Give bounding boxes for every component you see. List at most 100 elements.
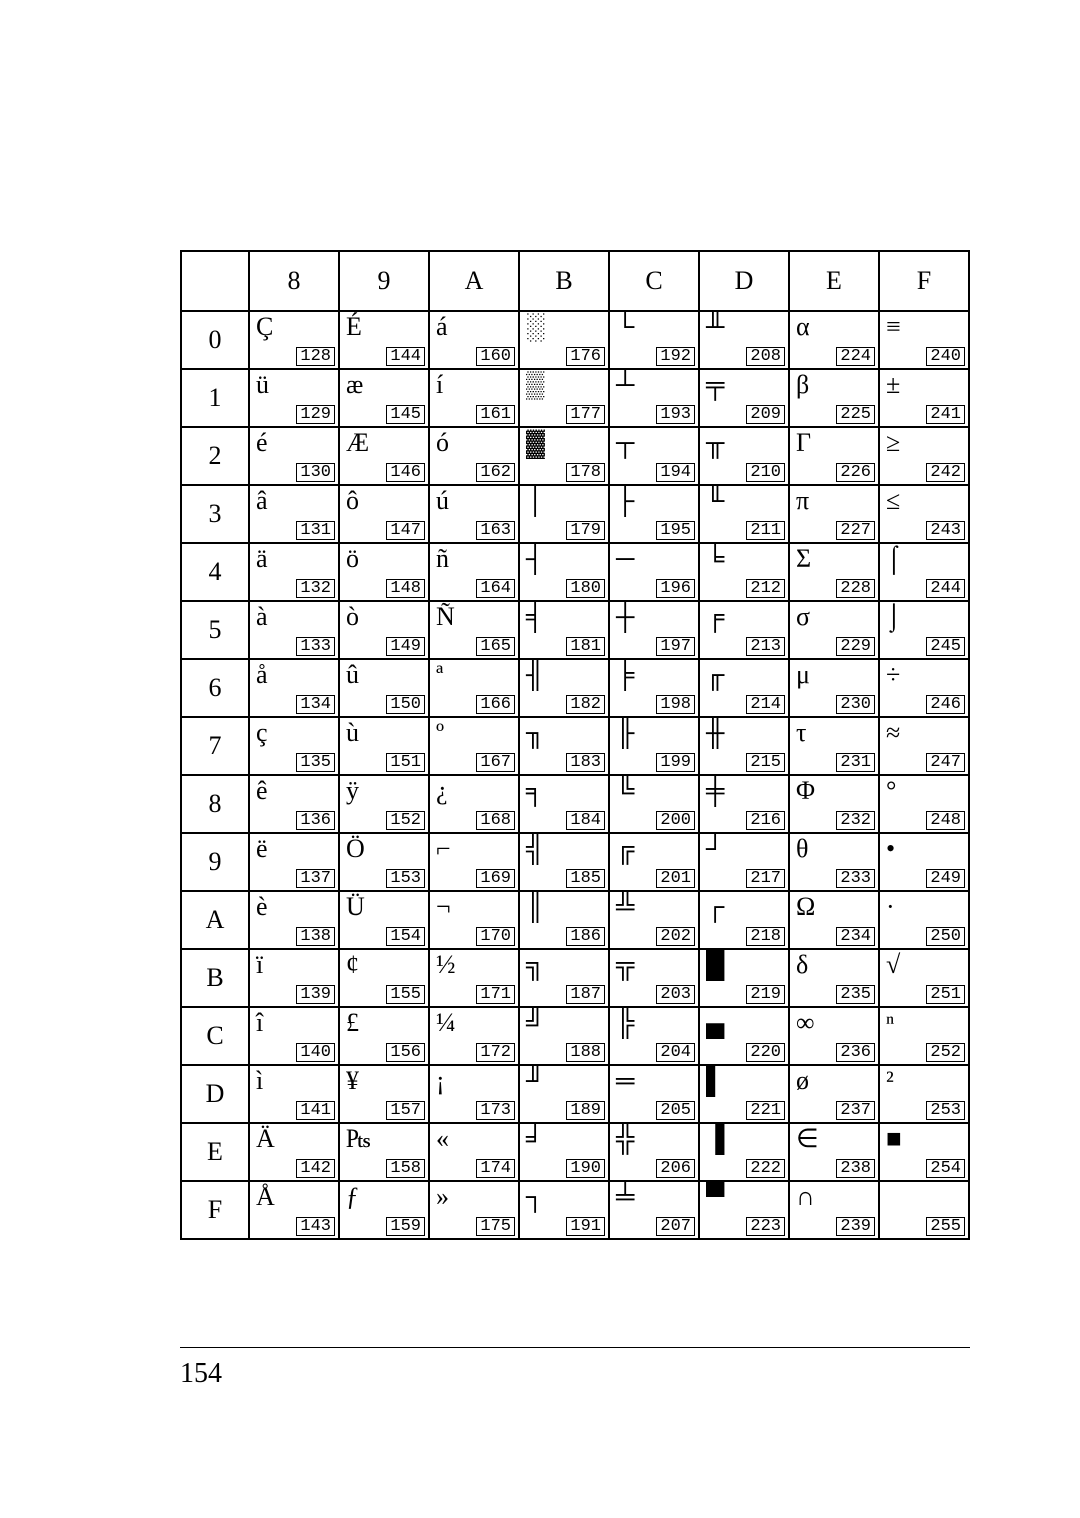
code-value: 161 (476, 405, 515, 424)
code-value: 149 (386, 637, 425, 656)
code-value: 243 (926, 521, 965, 540)
glyph: ≤ (886, 488, 900, 514)
glyph: ╚ (616, 778, 634, 804)
table-row: 7ç135ù151º167╖183╟199╫215τ231≈247 (181, 717, 969, 775)
char-cell: β225 (789, 369, 879, 427)
glyph: ≡ (886, 314, 901, 340)
char-cell: « 174 (429, 1123, 519, 1181)
glyph: ╫ (706, 720, 724, 746)
char-cell: É144 (339, 311, 429, 369)
code-value: 240 (926, 347, 965, 366)
glyph: ┐ (526, 1184, 544, 1210)
table-row: EÄ142₧158«174╛190╬206▐222∈238■254 (181, 1123, 969, 1181)
code-value: 137 (296, 869, 335, 888)
code-value: 220 (746, 1043, 785, 1062)
glyph: ì (256, 1068, 263, 1094)
code-value: 173 (476, 1101, 515, 1120)
char-cell: ╝188 (519, 1007, 609, 1065)
char-cell: ┤180 (519, 543, 609, 601)
char-cell: █219 (699, 949, 789, 1007)
code-value: 206 (656, 1159, 695, 1178)
char-cell: ╠204 (609, 1007, 699, 1065)
code-value: 212 (746, 579, 785, 598)
glyph: ╥ (706, 430, 724, 456)
glyph: ╜ (526, 1068, 544, 1094)
glyph: ≥ (886, 430, 900, 456)
glyph: « (436, 1126, 449, 1152)
code-value: 141 (296, 1101, 335, 1120)
glyph: █ (706, 952, 724, 978)
char-cell: æ145 (339, 369, 429, 427)
glyph: ┬ (616, 430, 634, 456)
char-cell: ¿168 (429, 775, 519, 833)
code-value: 134 (296, 695, 335, 714)
glyph: ° (886, 778, 896, 804)
glyph: ú (436, 488, 449, 514)
code-value: 143 (296, 1217, 335, 1236)
glyph: Ä (256, 1126, 275, 1152)
char-cell: ├195 (609, 485, 699, 543)
char-cell: ÷246 (879, 659, 969, 717)
char-cell: ∩239 (789, 1181, 879, 1239)
glyph: ô (346, 488, 359, 514)
code-value: 154 (386, 927, 425, 946)
row-head: B (181, 949, 249, 1007)
code-value: 167 (476, 753, 515, 772)
glyph: å (256, 662, 268, 688)
glyph: ▓ (526, 430, 545, 456)
char-cell: μ230 (789, 659, 879, 717)
char-cell: ≈247 (879, 717, 969, 775)
code-value: 241 (926, 405, 965, 424)
glyph: π (796, 488, 809, 514)
glyph: ⁿ (886, 1010, 894, 1036)
char-cell: ½171 (429, 949, 519, 1007)
code-value: 136 (296, 811, 335, 830)
char-cell: ó162 (429, 427, 519, 485)
char-cell: ▀223 (699, 1181, 789, 1239)
code-value: 233 (836, 869, 875, 888)
char-cell: ╛190 (519, 1123, 609, 1181)
glyph: ╓ (706, 662, 724, 688)
code-value: 229 (836, 637, 875, 656)
col-head: B (519, 251, 609, 311)
glyph: ó (436, 430, 449, 456)
row-head: 6 (181, 659, 249, 717)
code-value: 174 (476, 1159, 515, 1178)
glyph: ─ (616, 546, 634, 572)
glyph: ░ (526, 314, 544, 340)
code-value: 153 (386, 869, 425, 888)
char-cell: ≤243 (879, 485, 969, 543)
char-cell: 255 (879, 1181, 969, 1239)
char-cell: ≡ 240 (879, 311, 969, 369)
char-cell: ÿ152 (339, 775, 429, 833)
glyph: Ö (346, 836, 365, 862)
code-value: 235 (836, 985, 875, 1004)
code-value: 156 (386, 1043, 425, 1062)
glyph: τ (796, 720, 806, 746)
char-cell: σ229 (789, 601, 879, 659)
header-row: 8 9 A B C D E F (181, 251, 969, 311)
char-cell: •249 (879, 833, 969, 891)
char-cell: ║186 (519, 891, 609, 949)
glyph: è (256, 894, 268, 920)
char-cell: ╚200 (609, 775, 699, 833)
glyph: ╛ (526, 1126, 544, 1152)
char-cell: Ç128 (249, 311, 339, 369)
code-value: 159 (386, 1217, 425, 1236)
glyph: ▌ (706, 1068, 724, 1094)
code-value: 157 (386, 1101, 425, 1120)
glyph: í (436, 372, 443, 398)
glyph: ╝ (526, 1010, 544, 1036)
glyph: ⌐ (436, 836, 451, 862)
glyph: ╩ (616, 894, 634, 920)
code-value: 230 (836, 695, 875, 714)
char-cell: û150 (339, 659, 429, 717)
code-value: 218 (746, 927, 785, 946)
char-cell: ░176 (519, 311, 609, 369)
char-cell: │179 (519, 485, 609, 543)
char-cell: τ231 (789, 717, 879, 775)
code-value: 202 (656, 927, 695, 946)
glyph: ø (796, 1068, 809, 1094)
code-value: 192 (656, 347, 695, 366)
footer-rule (180, 1347, 970, 1348)
